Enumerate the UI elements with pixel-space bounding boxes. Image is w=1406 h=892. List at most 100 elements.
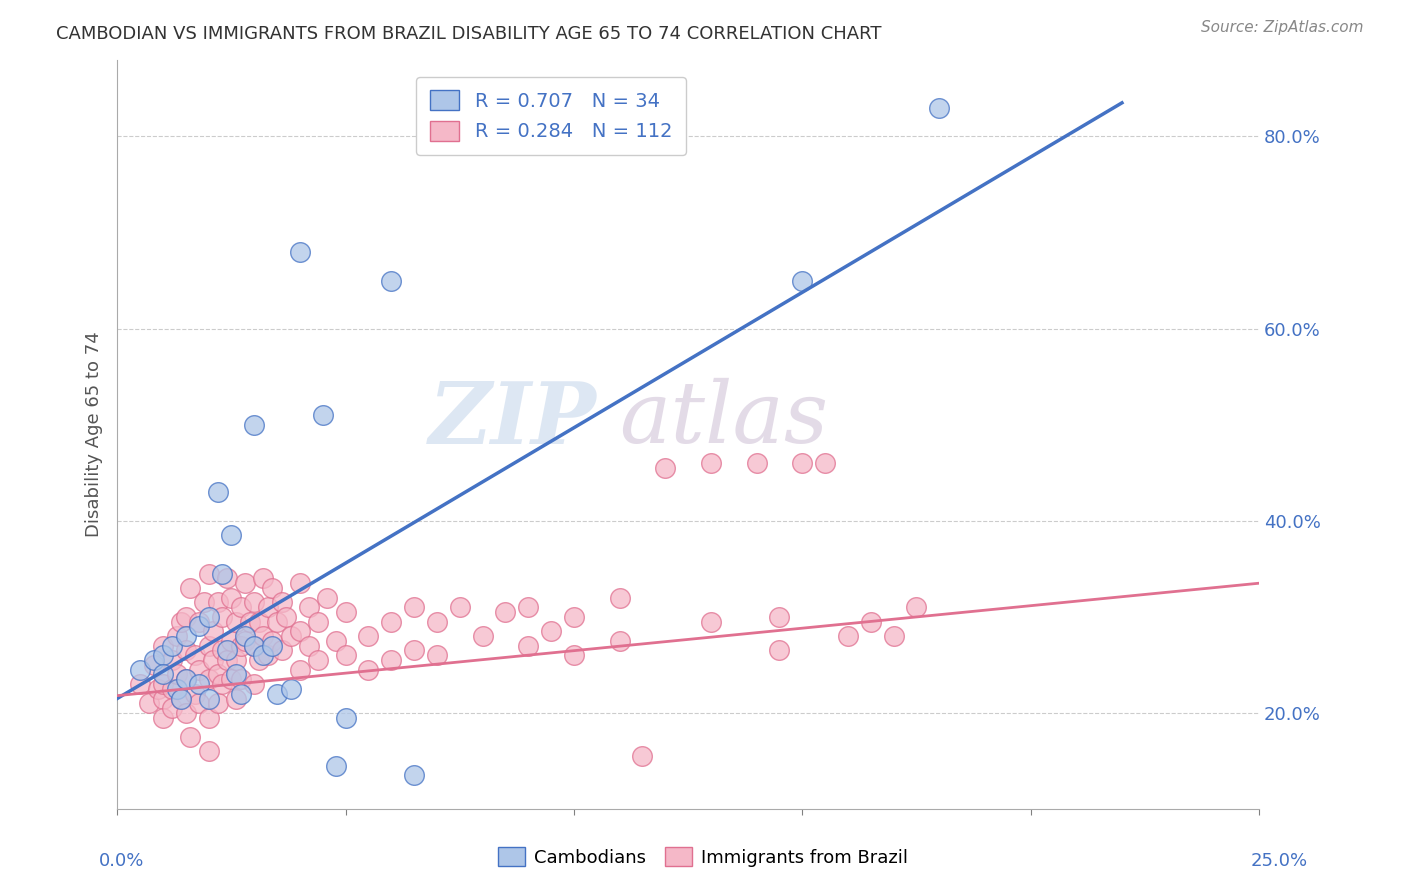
- Point: [174, 610, 197, 624]
- Point: [426, 648, 449, 663]
- Point: [233, 576, 256, 591]
- Point: [197, 691, 219, 706]
- Point: [221, 673, 243, 687]
- Point: [262, 633, 284, 648]
- Point: [221, 633, 243, 648]
- Point: [221, 528, 243, 542]
- Point: [179, 581, 201, 595]
- Point: [160, 701, 183, 715]
- Point: [197, 673, 219, 687]
- Point: [257, 648, 280, 663]
- Point: [233, 629, 256, 643]
- Text: 25.0%: 25.0%: [1250, 852, 1308, 870]
- Point: [883, 629, 905, 643]
- Point: [179, 730, 201, 744]
- Point: [325, 758, 347, 772]
- Point: [312, 408, 335, 422]
- Point: [129, 677, 152, 691]
- Point: [270, 643, 292, 657]
- Point: [307, 653, 329, 667]
- Point: [225, 615, 247, 629]
- Point: [229, 687, 252, 701]
- Point: [243, 639, 266, 653]
- Point: [215, 653, 238, 667]
- Point: [174, 629, 197, 643]
- Point: [243, 677, 266, 691]
- Point: [160, 653, 183, 667]
- Point: [335, 648, 357, 663]
- Point: [316, 591, 339, 605]
- Point: [252, 571, 274, 585]
- Point: [609, 633, 631, 648]
- Point: [233, 633, 256, 648]
- Point: [184, 687, 207, 701]
- Point: [197, 639, 219, 653]
- Point: [562, 648, 585, 663]
- Point: [357, 663, 380, 677]
- Point: [792, 274, 814, 288]
- Point: [138, 696, 160, 710]
- Point: [280, 629, 302, 643]
- Point: [207, 595, 229, 609]
- Point: [276, 610, 298, 624]
- Point: [152, 691, 174, 706]
- Point: [170, 615, 193, 629]
- Point: [160, 639, 183, 653]
- Point: [174, 706, 197, 720]
- Point: [207, 696, 229, 710]
- Point: [239, 615, 262, 629]
- Point: [160, 681, 183, 696]
- Point: [247, 615, 270, 629]
- Point: [335, 711, 357, 725]
- Point: [229, 673, 252, 687]
- Point: [837, 629, 859, 643]
- Point: [402, 768, 425, 782]
- Point: [221, 591, 243, 605]
- Point: [426, 615, 449, 629]
- Point: [494, 605, 516, 619]
- Point: [700, 615, 723, 629]
- Point: [211, 677, 233, 691]
- Point: [266, 687, 288, 701]
- Point: [380, 653, 402, 667]
- Point: [188, 677, 211, 691]
- Point: [562, 610, 585, 624]
- Point: [202, 624, 225, 639]
- Point: [225, 691, 247, 706]
- Point: [517, 639, 540, 653]
- Point: [298, 600, 321, 615]
- Point: [166, 667, 188, 681]
- Legend: Cambodians, Immigrants from Brazil: Cambodians, Immigrants from Brazil: [491, 840, 915, 874]
- Point: [280, 681, 302, 696]
- Point: [262, 581, 284, 595]
- Point: [700, 456, 723, 470]
- Point: [152, 648, 174, 663]
- Point: [252, 648, 274, 663]
- Point: [142, 657, 165, 672]
- Point: [768, 643, 790, 657]
- Point: [152, 677, 174, 691]
- Point: [631, 749, 654, 764]
- Point: [270, 595, 292, 609]
- Point: [540, 624, 562, 639]
- Point: [745, 456, 768, 470]
- Point: [211, 643, 233, 657]
- Point: [288, 576, 311, 591]
- Point: [152, 711, 174, 725]
- Point: [307, 615, 329, 629]
- Point: [402, 600, 425, 615]
- Point: [814, 456, 837, 470]
- Point: [211, 566, 233, 581]
- Point: [193, 595, 215, 609]
- Point: [288, 624, 311, 639]
- Point: [225, 667, 247, 681]
- Point: [768, 610, 790, 624]
- Point: [905, 600, 928, 615]
- Point: [229, 639, 252, 653]
- Point: [243, 595, 266, 609]
- Point: [792, 456, 814, 470]
- Point: [166, 681, 188, 696]
- Point: [170, 691, 193, 706]
- Point: [188, 619, 211, 633]
- Point: [609, 591, 631, 605]
